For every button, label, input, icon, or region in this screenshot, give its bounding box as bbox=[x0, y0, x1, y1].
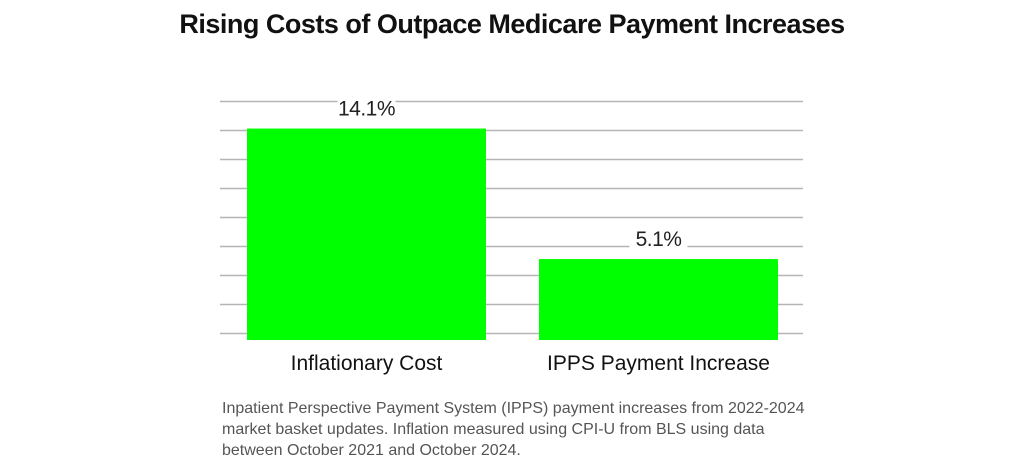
data-label-background bbox=[337, 92, 396, 123]
data-label: 14.1% bbox=[338, 98, 395, 121]
category-label: Inflationary Cost bbox=[291, 352, 443, 375]
category-label: IPPS Payment Increase bbox=[547, 352, 770, 375]
bar-chart: 14.1% Inflationary Cost 5.1% IPPS Payment I… bbox=[220, 92, 803, 375]
chart-caption: Inpatient Perspective Payment System (IP… bbox=[222, 400, 805, 459]
data-label-background bbox=[629, 223, 688, 254]
bar bbox=[247, 128, 486, 340]
chart-title: Rising Costs of Outpace Medicare Payment… bbox=[179, 9, 845, 39]
bar bbox=[539, 259, 778, 340]
data-label: 5.1% bbox=[636, 228, 682, 251]
